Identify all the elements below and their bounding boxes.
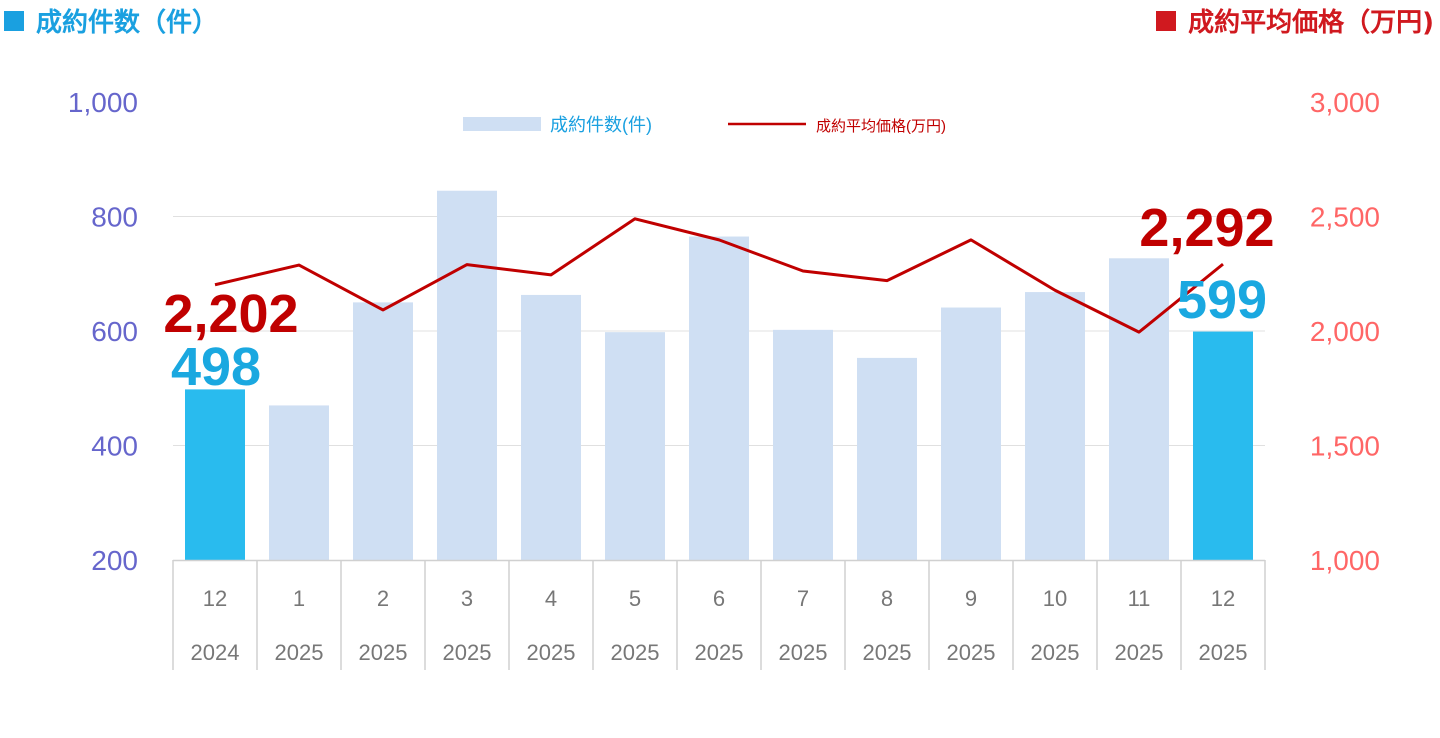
bar bbox=[353, 302, 413, 560]
x-tick-year: 2025 bbox=[1199, 640, 1248, 665]
x-tick-year: 2025 bbox=[863, 640, 912, 665]
x-tick-month: 11 bbox=[1128, 586, 1151, 611]
first-price-label: 2,202 bbox=[163, 284, 298, 344]
legend: 成約件数(件) 成約平均価格(万円) bbox=[463, 115, 946, 135]
legend-bar-label: 成約件数(件) bbox=[550, 115, 652, 135]
right-tick-label: 1,500 bbox=[1310, 431, 1380, 462]
left-tick-label: 200 bbox=[91, 545, 138, 576]
last-count-label: 599 bbox=[1177, 270, 1267, 330]
red-square-icon bbox=[1156, 10, 1177, 31]
price-line bbox=[214, 217, 1224, 334]
first-count-label: 498 bbox=[171, 337, 261, 397]
right-axis-ticks: 1,000 1,500 2,000 2,500 3,000 bbox=[1310, 87, 1380, 576]
x-tick-month: 8 bbox=[881, 586, 893, 611]
left-axis-heading-text: 成約件数（件） bbox=[36, 8, 219, 38]
x-tick-year: 2025 bbox=[443, 640, 492, 665]
x-tick-month: 10 bbox=[1043, 586, 1067, 611]
x-tick-year: 2025 bbox=[779, 640, 828, 665]
x-tick-year: 2025 bbox=[695, 640, 744, 665]
bar bbox=[1193, 331, 1253, 560]
x-tick-month: 7 bbox=[797, 586, 809, 611]
x-tick-month: 4 bbox=[545, 586, 557, 611]
x-tick-month: 12 bbox=[1211, 586, 1235, 611]
x-tick-month: 5 bbox=[629, 586, 641, 611]
annotations: 498 599 2,202 2,292 bbox=[163, 198, 1274, 397]
bar bbox=[773, 329, 833, 560]
x-tick-month: 3 bbox=[461, 586, 473, 611]
bar bbox=[1109, 258, 1169, 560]
right-tick-label: 2,500 bbox=[1310, 202, 1380, 233]
right-tick-label: 3,000 bbox=[1310, 87, 1380, 118]
x-tick-month: 9 bbox=[965, 586, 977, 611]
right-axis-heading-text: 成約平均価格（万円) bbox=[1188, 8, 1434, 38]
bars bbox=[185, 190, 1253, 561]
blue-square-icon bbox=[4, 10, 24, 31]
left-axis-heading: 成約件数（件） bbox=[4, 2, 218, 39]
x-tick-year: 2025 bbox=[611, 640, 660, 665]
x-tick-month: 12 bbox=[203, 586, 227, 611]
x-tick-month: 2 bbox=[377, 586, 389, 611]
legend-line-label: 成約平均価格(万円) bbox=[816, 118, 946, 135]
right-tick-label: 1,000 bbox=[1310, 545, 1380, 576]
x-tick-year: 2025 bbox=[527, 640, 576, 665]
x-tick-year: 2025 bbox=[359, 640, 408, 665]
bar bbox=[269, 405, 329, 560]
left-tick-label: 400 bbox=[91, 431, 138, 462]
x-tick-year: 2025 bbox=[1115, 640, 1164, 665]
x-tick-year: 2025 bbox=[1031, 640, 1080, 665]
left-tick-label: 600 bbox=[91, 316, 138, 347]
bar bbox=[521, 294, 581, 560]
x-tick-month: 6 bbox=[713, 586, 725, 611]
bar bbox=[605, 332, 665, 560]
right-tick-label: 2,000 bbox=[1310, 316, 1380, 347]
left-tick-label: 1,000 bbox=[68, 87, 138, 118]
bar bbox=[941, 307, 1001, 560]
left-axis-ticks: 200 400 600 800 1,000 bbox=[68, 87, 138, 576]
x-tick-year: 2025 bbox=[275, 640, 324, 665]
bar bbox=[857, 357, 917, 560]
bar bbox=[1025, 292, 1085, 560]
x-tick-year: 2024 bbox=[191, 640, 240, 665]
bar bbox=[437, 190, 497, 561]
bar bbox=[185, 389, 245, 560]
left-tick-label: 800 bbox=[91, 202, 138, 233]
x-tick-month: 1 bbox=[293, 586, 305, 611]
last-price-label: 2,292 bbox=[1139, 198, 1274, 258]
x-tick-year: 2025 bbox=[947, 640, 996, 665]
legend-bar-swatch bbox=[463, 117, 541, 131]
bar bbox=[689, 236, 749, 560]
right-axis-heading: 成約平均価格（万円) bbox=[1156, 2, 1434, 39]
x-axis: 12 2024 1 2025 2 2025 3 2025 4 2025 5 2025 6 2025 7 202… bbox=[172, 559, 1266, 670]
